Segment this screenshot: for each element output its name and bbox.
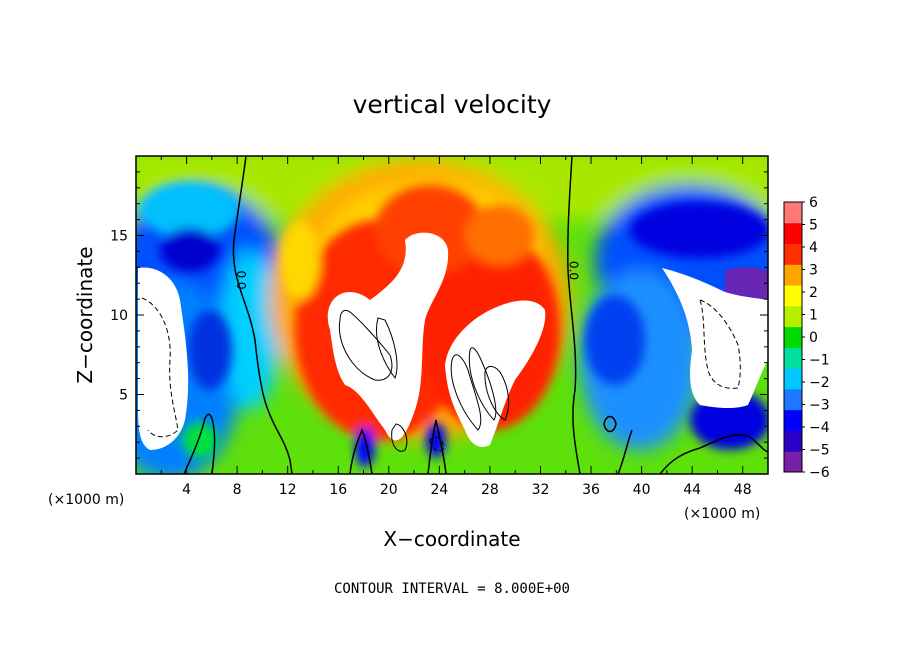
- colorbar-tick-label: 6: [809, 195, 818, 211]
- chart-title: vertical velocity: [353, 90, 552, 119]
- zero-contours: [183, 156, 768, 474]
- colorbar-segment: [784, 326, 802, 348]
- saturated-region-updraft-b: [445, 300, 546, 447]
- saturated-region-downdraft-right: [662, 268, 768, 409]
- contour-labels: 0.0 0.0: [234, 261, 581, 290]
- colorbar-tick-label: 5: [809, 218, 818, 234]
- colorbar-segment: [784, 430, 802, 452]
- x-tick-label: 48: [734, 482, 752, 498]
- saturated-region-updraft-a: [327, 232, 449, 441]
- x-axis-label: X−coordinate: [383, 527, 520, 551]
- x-tick-label: 40: [633, 482, 651, 498]
- x-tick-label: 8: [233, 482, 242, 498]
- x-tick-label: 28: [481, 482, 499, 498]
- plot-area: [136, 156, 768, 474]
- colorbar-segment: [784, 243, 802, 265]
- violet-patch-right: [725, 267, 768, 300]
- x-tick-label: 4: [182, 482, 191, 498]
- x-tick-label: 16: [329, 482, 347, 498]
- colorbar-tick-label: 2: [809, 285, 818, 301]
- x-unit-left: (×1000 m): [48, 492, 124, 508]
- colorbar-segment: [784, 451, 802, 473]
- colorbar-segment: [784, 347, 802, 369]
- colorbar-tick-label: −2: [809, 375, 830, 391]
- colorbar-tick-label: −5: [809, 443, 830, 459]
- colorbar-segment: [784, 368, 802, 390]
- interior-contours: [338, 309, 510, 452]
- x-tick-label: 20: [380, 482, 398, 498]
- saturated-region-downdraft-left: [138, 267, 189, 450]
- zero-contour-label: 0.0: [234, 270, 248, 289]
- y-tick-label: 15: [110, 229, 128, 245]
- colorbar-segment: [784, 409, 802, 431]
- colorbar-segment: [784, 305, 802, 328]
- y-tick-label: 5: [119, 388, 128, 404]
- colorbar-tick-label: 1: [809, 308, 818, 324]
- colorbar-tick-label: −1: [809, 353, 830, 369]
- colorbar-segment: [784, 285, 802, 307]
- colorbar-segment: [784, 222, 802, 245]
- y-axis-label: Z−coordinate: [73, 246, 97, 383]
- y-axis: 5 10 15: [110, 171, 768, 459]
- colorbar-tick-label: −6: [809, 465, 830, 481]
- colorbar-tick-label: 4: [809, 240, 818, 256]
- x-tick-label: 44: [683, 482, 701, 498]
- colorbar-tick-label: −3: [809, 398, 830, 414]
- colorbar-tick-label: 3: [809, 263, 818, 279]
- colorbar: 6 5 4 3 2 1 0 −1 −2 −3 −4 −5 −6: [783, 195, 830, 481]
- x-axis: 4 8 12 16 20 24 28 32 36 40 44 48: [160, 156, 752, 498]
- x-tick-label: 32: [532, 482, 550, 498]
- x-tick-label: 24: [430, 482, 448, 498]
- x-tick-label: 36: [582, 482, 600, 498]
- colorbar-tick-label: 0: [809, 330, 818, 346]
- colorbar-segment: [784, 388, 802, 411]
- colorbar-segment: [784, 202, 802, 224]
- contour-interval-footer: CONTOUR INTERVAL = 8.000E+00: [334, 581, 570, 597]
- x-unit-right: (×1000 m): [684, 506, 760, 522]
- zero-contour-label: 0.0: [567, 261, 581, 280]
- y-tick-label: 10: [110, 308, 128, 324]
- colorbar-tick-label: −4: [809, 420, 830, 436]
- negative-contours: [141, 297, 741, 452]
- colorbar-segment: [784, 264, 802, 286]
- x-tick-label: 12: [279, 482, 297, 498]
